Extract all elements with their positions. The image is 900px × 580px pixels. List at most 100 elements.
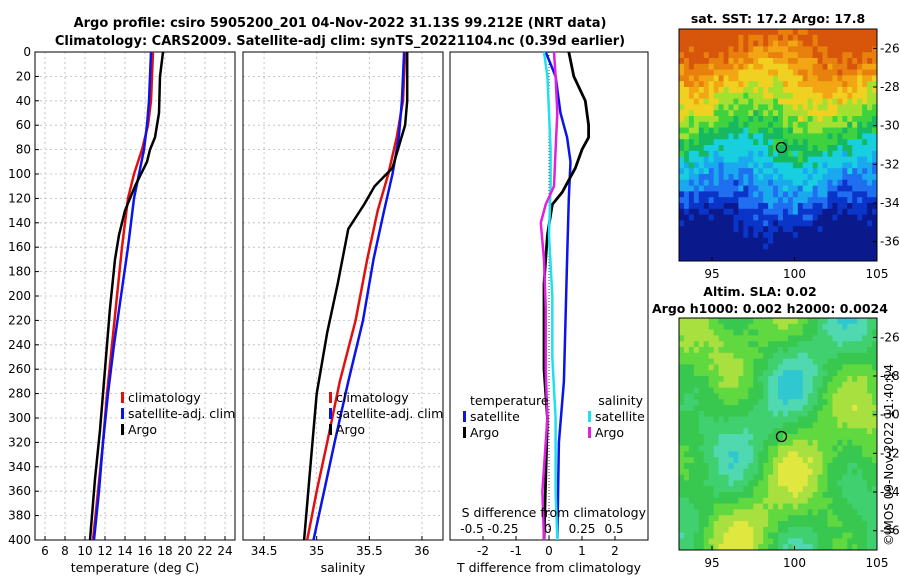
map-cell (787, 381, 794, 388)
map-cell (718, 34, 724, 41)
map-cell (862, 335, 868, 342)
map-cell (842, 255, 848, 262)
map-cell (862, 29, 868, 36)
map-cell (782, 214, 789, 221)
map-cell (847, 232, 853, 239)
map-cell (812, 341, 818, 348)
map-cell (708, 174, 715, 181)
map-cell (773, 58, 779, 65)
map-cell (748, 468, 754, 475)
map-cell (822, 75, 828, 82)
map-cell (852, 226, 858, 233)
map-cell (787, 335, 794, 342)
map-cell (787, 81, 794, 88)
map-cell (867, 503, 873, 510)
map-cell (852, 434, 858, 441)
map-cell (827, 474, 833, 481)
map-cell (738, 509, 744, 516)
map-cell (693, 399, 700, 406)
map-cell (758, 249, 764, 256)
map-cell (768, 145, 774, 152)
map-cell (812, 249, 818, 256)
map-cell (837, 335, 843, 342)
map-cell (708, 232, 715, 239)
map-cell (713, 58, 719, 65)
map-cell (812, 34, 818, 41)
map-cell (763, 416, 769, 423)
map-cell (857, 318, 863, 325)
map-cell (723, 463, 729, 470)
map-cell (792, 521, 799, 528)
map-cell (837, 174, 843, 181)
map-cell (768, 191, 774, 198)
map-cell (842, 439, 848, 446)
map-cell (778, 156, 784, 163)
map-cell (827, 532, 833, 539)
map-cell (693, 544, 700, 551)
map-cell (807, 393, 814, 400)
map-cell (822, 29, 828, 36)
map-cell (743, 150, 749, 157)
map-cell (768, 509, 774, 516)
map-cell (698, 474, 705, 481)
map-cell (748, 116, 754, 123)
map-cell (698, 341, 705, 348)
map-cell (778, 352, 784, 359)
map-cell (693, 492, 700, 499)
map-cell (782, 255, 789, 262)
map-cell (867, 329, 873, 336)
map-cell (679, 63, 685, 70)
map-cell (802, 63, 809, 70)
map-cell (852, 116, 858, 123)
map-cell (748, 232, 754, 239)
map-cell (827, 133, 833, 140)
map-cell (708, 116, 715, 123)
map-cell (852, 162, 858, 169)
map-cell (698, 376, 705, 383)
map-cell (693, 127, 700, 134)
map-cell (837, 34, 843, 41)
legend-heading-salinity: salinity (598, 393, 643, 408)
map-cell (698, 428, 705, 435)
map-cell (787, 393, 794, 400)
map-cell (763, 376, 769, 383)
map-cell (782, 399, 789, 406)
map-cell (698, 40, 705, 47)
map-cell (782, 532, 789, 539)
map-cell (773, 174, 779, 181)
map-cell (733, 110, 739, 117)
map-cell (763, 168, 769, 175)
map-cell (832, 58, 838, 65)
map-y-tick-label: -30 (880, 119, 900, 133)
map-cell (857, 174, 863, 181)
map-cell (688, 237, 695, 244)
map-cell (817, 416, 823, 423)
map-cell (738, 486, 744, 493)
map-cell (688, 335, 695, 342)
map-cell (802, 463, 809, 470)
map-cell (778, 318, 784, 325)
map-cell (713, 203, 719, 210)
legend-swatch (329, 424, 332, 435)
map-cell (733, 75, 739, 82)
map-cell (768, 121, 774, 128)
map-cell (738, 474, 744, 481)
map-cell (688, 474, 695, 481)
map-cell (723, 179, 729, 186)
map-cell (693, 329, 700, 336)
map-cell (753, 445, 759, 452)
map-cell (827, 58, 833, 65)
map-cell (847, 220, 853, 227)
map-cell (693, 168, 700, 175)
map-cell (812, 220, 818, 227)
map-cell (852, 439, 858, 446)
map-cell (842, 110, 848, 117)
map-cell (748, 532, 754, 539)
map-cell (708, 347, 715, 354)
map-cell (797, 544, 804, 551)
map-cell (688, 468, 695, 475)
y-tick-label: 300 (8, 411, 31, 425)
map-cell (688, 191, 695, 198)
map-cell (698, 410, 705, 417)
map-cell (723, 127, 729, 134)
